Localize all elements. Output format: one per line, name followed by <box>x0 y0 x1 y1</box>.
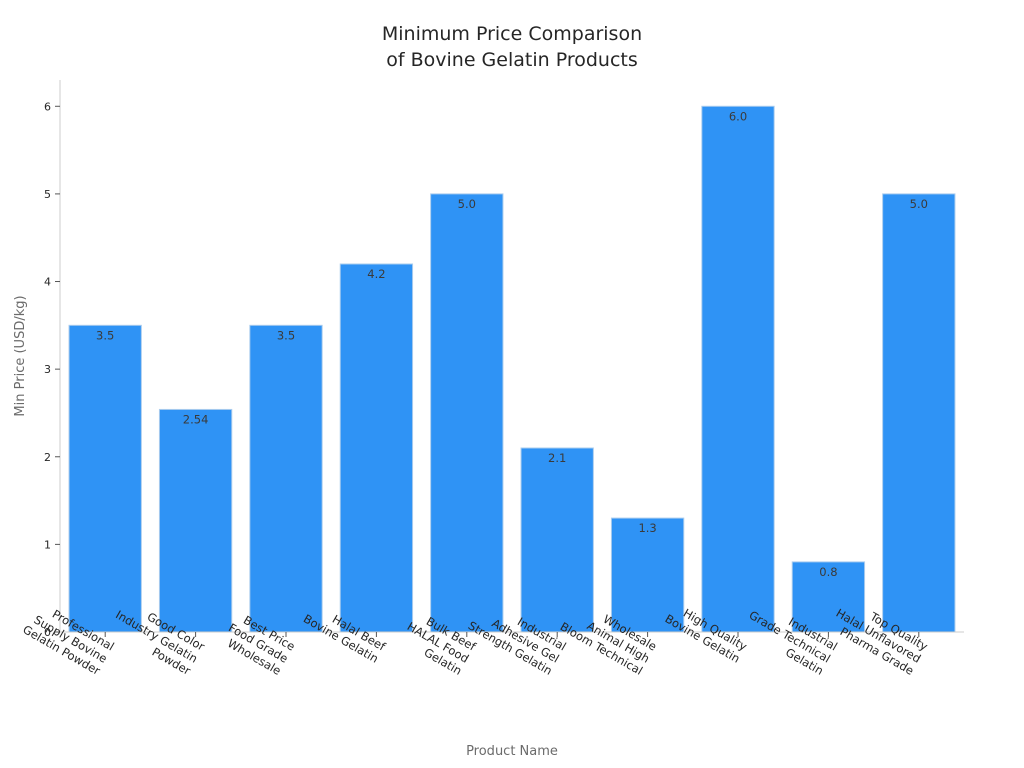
data-label: 6.0 <box>729 109 747 123</box>
y-tick-label: 1 <box>44 538 51 551</box>
data-label: 1.3 <box>638 521 656 535</box>
bars-group <box>68 105 956 633</box>
bar <box>249 324 323 633</box>
data-label: 5.0 <box>910 197 928 211</box>
y-axis-ticks: 0 1 2 3 4 5 6 <box>44 100 60 639</box>
chart-title-text: Minimum Price Comparison of Bovine Gelati… <box>382 23 642 71</box>
bar <box>339 263 414 633</box>
bar <box>68 324 142 633</box>
bar <box>882 193 956 633</box>
y-tick-label: 5 <box>44 188 51 201</box>
bar <box>610 517 685 633</box>
bar <box>701 105 775 633</box>
data-label: 4.2 <box>367 267 385 281</box>
chart-title-line: Minimum Price Comparison <box>382 23 642 45</box>
y-tick-label: 6 <box>44 100 51 113</box>
y-tick-label: 3 <box>44 363 51 376</box>
bar <box>430 193 504 633</box>
y-tick-label: 4 <box>44 276 51 289</box>
bar <box>791 561 866 633</box>
data-labels-group: 3.5 2.54 3.5 4.2 5.0 2.1 1.3 6.0 0.8 5.0 <box>96 109 928 579</box>
bar <box>520 447 594 633</box>
chart-title-line: of Bovine Gelatin Products <box>386 49 638 71</box>
y-axis-label: Min Price (USD/kg) <box>13 295 28 416</box>
data-label: 2.54 <box>183 412 209 426</box>
bar <box>158 408 233 633</box>
y-tick-label: 0 <box>44 626 51 639</box>
data-label: 3.5 <box>277 328 295 342</box>
data-label: 2.1 <box>548 451 566 465</box>
x-axis-label: Product Name <box>466 744 558 759</box>
data-label: 0.8 <box>819 565 837 579</box>
y-tick-label: 2 <box>44 451 51 464</box>
data-label: 5.0 <box>458 197 476 211</box>
plot-area: 3.52.543.54.25.02.11.36.00.85.0 0123456 … <box>20 80 964 678</box>
data-label: 3.5 <box>96 328 114 342</box>
chart-title: Minimum Price Comparison of Bovine Gelati… <box>382 23 642 71</box>
